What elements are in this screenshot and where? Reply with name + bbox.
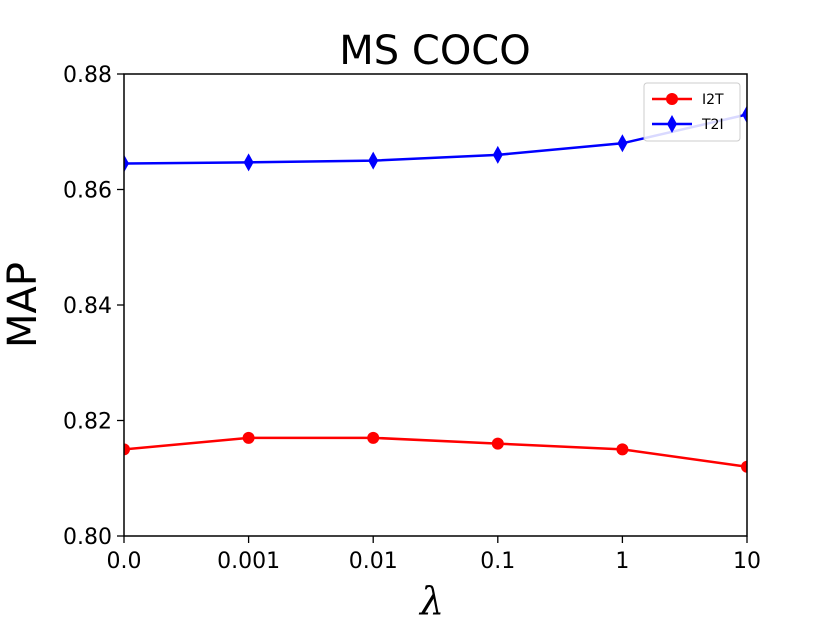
series-line-i2t — [124, 436, 747, 468]
data-point-i2t — [616, 443, 629, 456]
data-point-i2t — [124, 443, 130, 456]
x-tick-label: 0.0 — [107, 549, 142, 574]
data-point-i2t — [367, 431, 380, 444]
ticks-layer: 0.0 0.001 0.01 0.1 1 10 0.80 0.82 0.84 0.86 0.88 — [63, 63, 761, 574]
x-axis-label: λ — [418, 579, 444, 623]
x-tick-label: 1 — [615, 549, 629, 574]
legend-box — [643, 82, 741, 142]
y-tick-label: 0.88 — [63, 63, 112, 88]
y-tick-label: 0.86 — [63, 179, 112, 204]
series-layer — [124, 105, 747, 473]
data-point-t2i — [617, 134, 628, 153]
data-point-t2i — [368, 151, 379, 170]
y-tick-label: 0.84 — [63, 294, 112, 319]
data-point-t2i — [124, 154, 129, 173]
legend-marker-t2i — [667, 115, 677, 133]
y-tick-label: 0.82 — [63, 410, 112, 435]
legend-marker-i2t — [666, 93, 678, 105]
legend-label-i2t: I2T — [702, 92, 724, 108]
x-tick-label: 0.001 — [217, 549, 280, 574]
plot-frame — [123, 73, 748, 537]
data-point-i2t — [491, 437, 504, 450]
data-point-t2i — [492, 145, 503, 164]
data-point-i2t — [242, 431, 255, 444]
x-tick-label: 0.01 — [349, 549, 398, 574]
data-point-t2i — [243, 153, 254, 172]
y-tick-label: 0.80 — [63, 525, 112, 550]
data-point-t2i — [742, 105, 747, 124]
y-axis-label: MAP — [0, 262, 46, 348]
legend-label-t2i: T2I — [701, 117, 724, 133]
chart-title: MS COCO — [339, 28, 530, 74]
series-line-t2i — [124, 113, 747, 165]
x-tick-label: 10 — [733, 549, 761, 574]
legend: I2T T2I — [643, 82, 741, 142]
data-point-i2t — [741, 460, 747, 473]
x-tick-label: 0.1 — [480, 549, 515, 574]
